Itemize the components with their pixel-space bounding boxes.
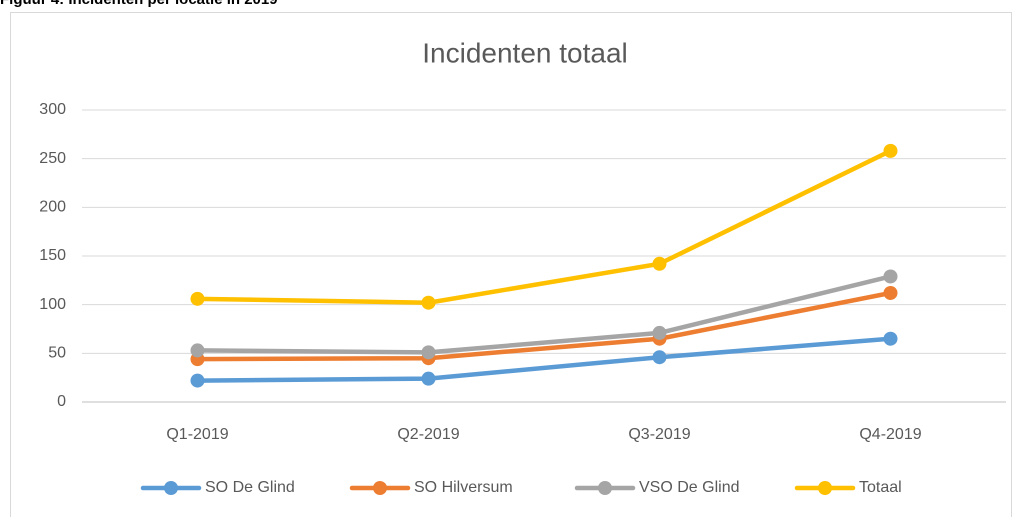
legend-label: SO Hilversum: [414, 479, 513, 496]
point: [190, 343, 205, 358]
series-line: [195, 274, 893, 355]
legend-marker: [164, 481, 178, 495]
x-tick-label: Q2-2019: [397, 426, 459, 443]
series-line: [195, 336, 893, 383]
point: [421, 345, 436, 360]
chart-title: Incidenten totaal: [422, 37, 628, 68]
series-line: [195, 148, 893, 305]
legend-marker: [818, 481, 832, 495]
y-tick-label: 100: [39, 296, 66, 313]
point: [883, 331, 898, 346]
point: [883, 143, 898, 158]
point: [652, 325, 667, 340]
series-line: [195, 290, 893, 362]
y-tick-label: 0: [57, 393, 66, 410]
point: [421, 371, 436, 386]
x-tick-label: Q3-2019: [628, 426, 690, 443]
point: [190, 373, 205, 388]
legend-marker: [598, 481, 612, 495]
chart-border: [10, 12, 1012, 517]
y-tick-label: 250: [39, 150, 66, 167]
legend-label: VSO De Glind: [639, 479, 739, 496]
point: [190, 291, 205, 306]
x-tick-label: Q4-2019: [859, 426, 921, 443]
y-tick-label: 150: [39, 247, 66, 264]
point: [652, 256, 667, 271]
y-tick-label: 50: [48, 345, 66, 362]
point: [883, 269, 898, 284]
point: [883, 285, 898, 300]
legend-label: SO De Glind: [205, 479, 295, 496]
legend-label: Totaal: [859, 479, 902, 496]
x-tick-label: Q1-2019: [166, 426, 228, 443]
legend-marker: [373, 481, 387, 495]
point: [652, 350, 667, 365]
caption: Figuur 4: Incidenten per locatie in 2019: [0, 0, 278, 8]
point: [421, 295, 436, 310]
y-tick-label: 300: [39, 101, 66, 118]
y-tick-label: 200: [39, 199, 66, 216]
